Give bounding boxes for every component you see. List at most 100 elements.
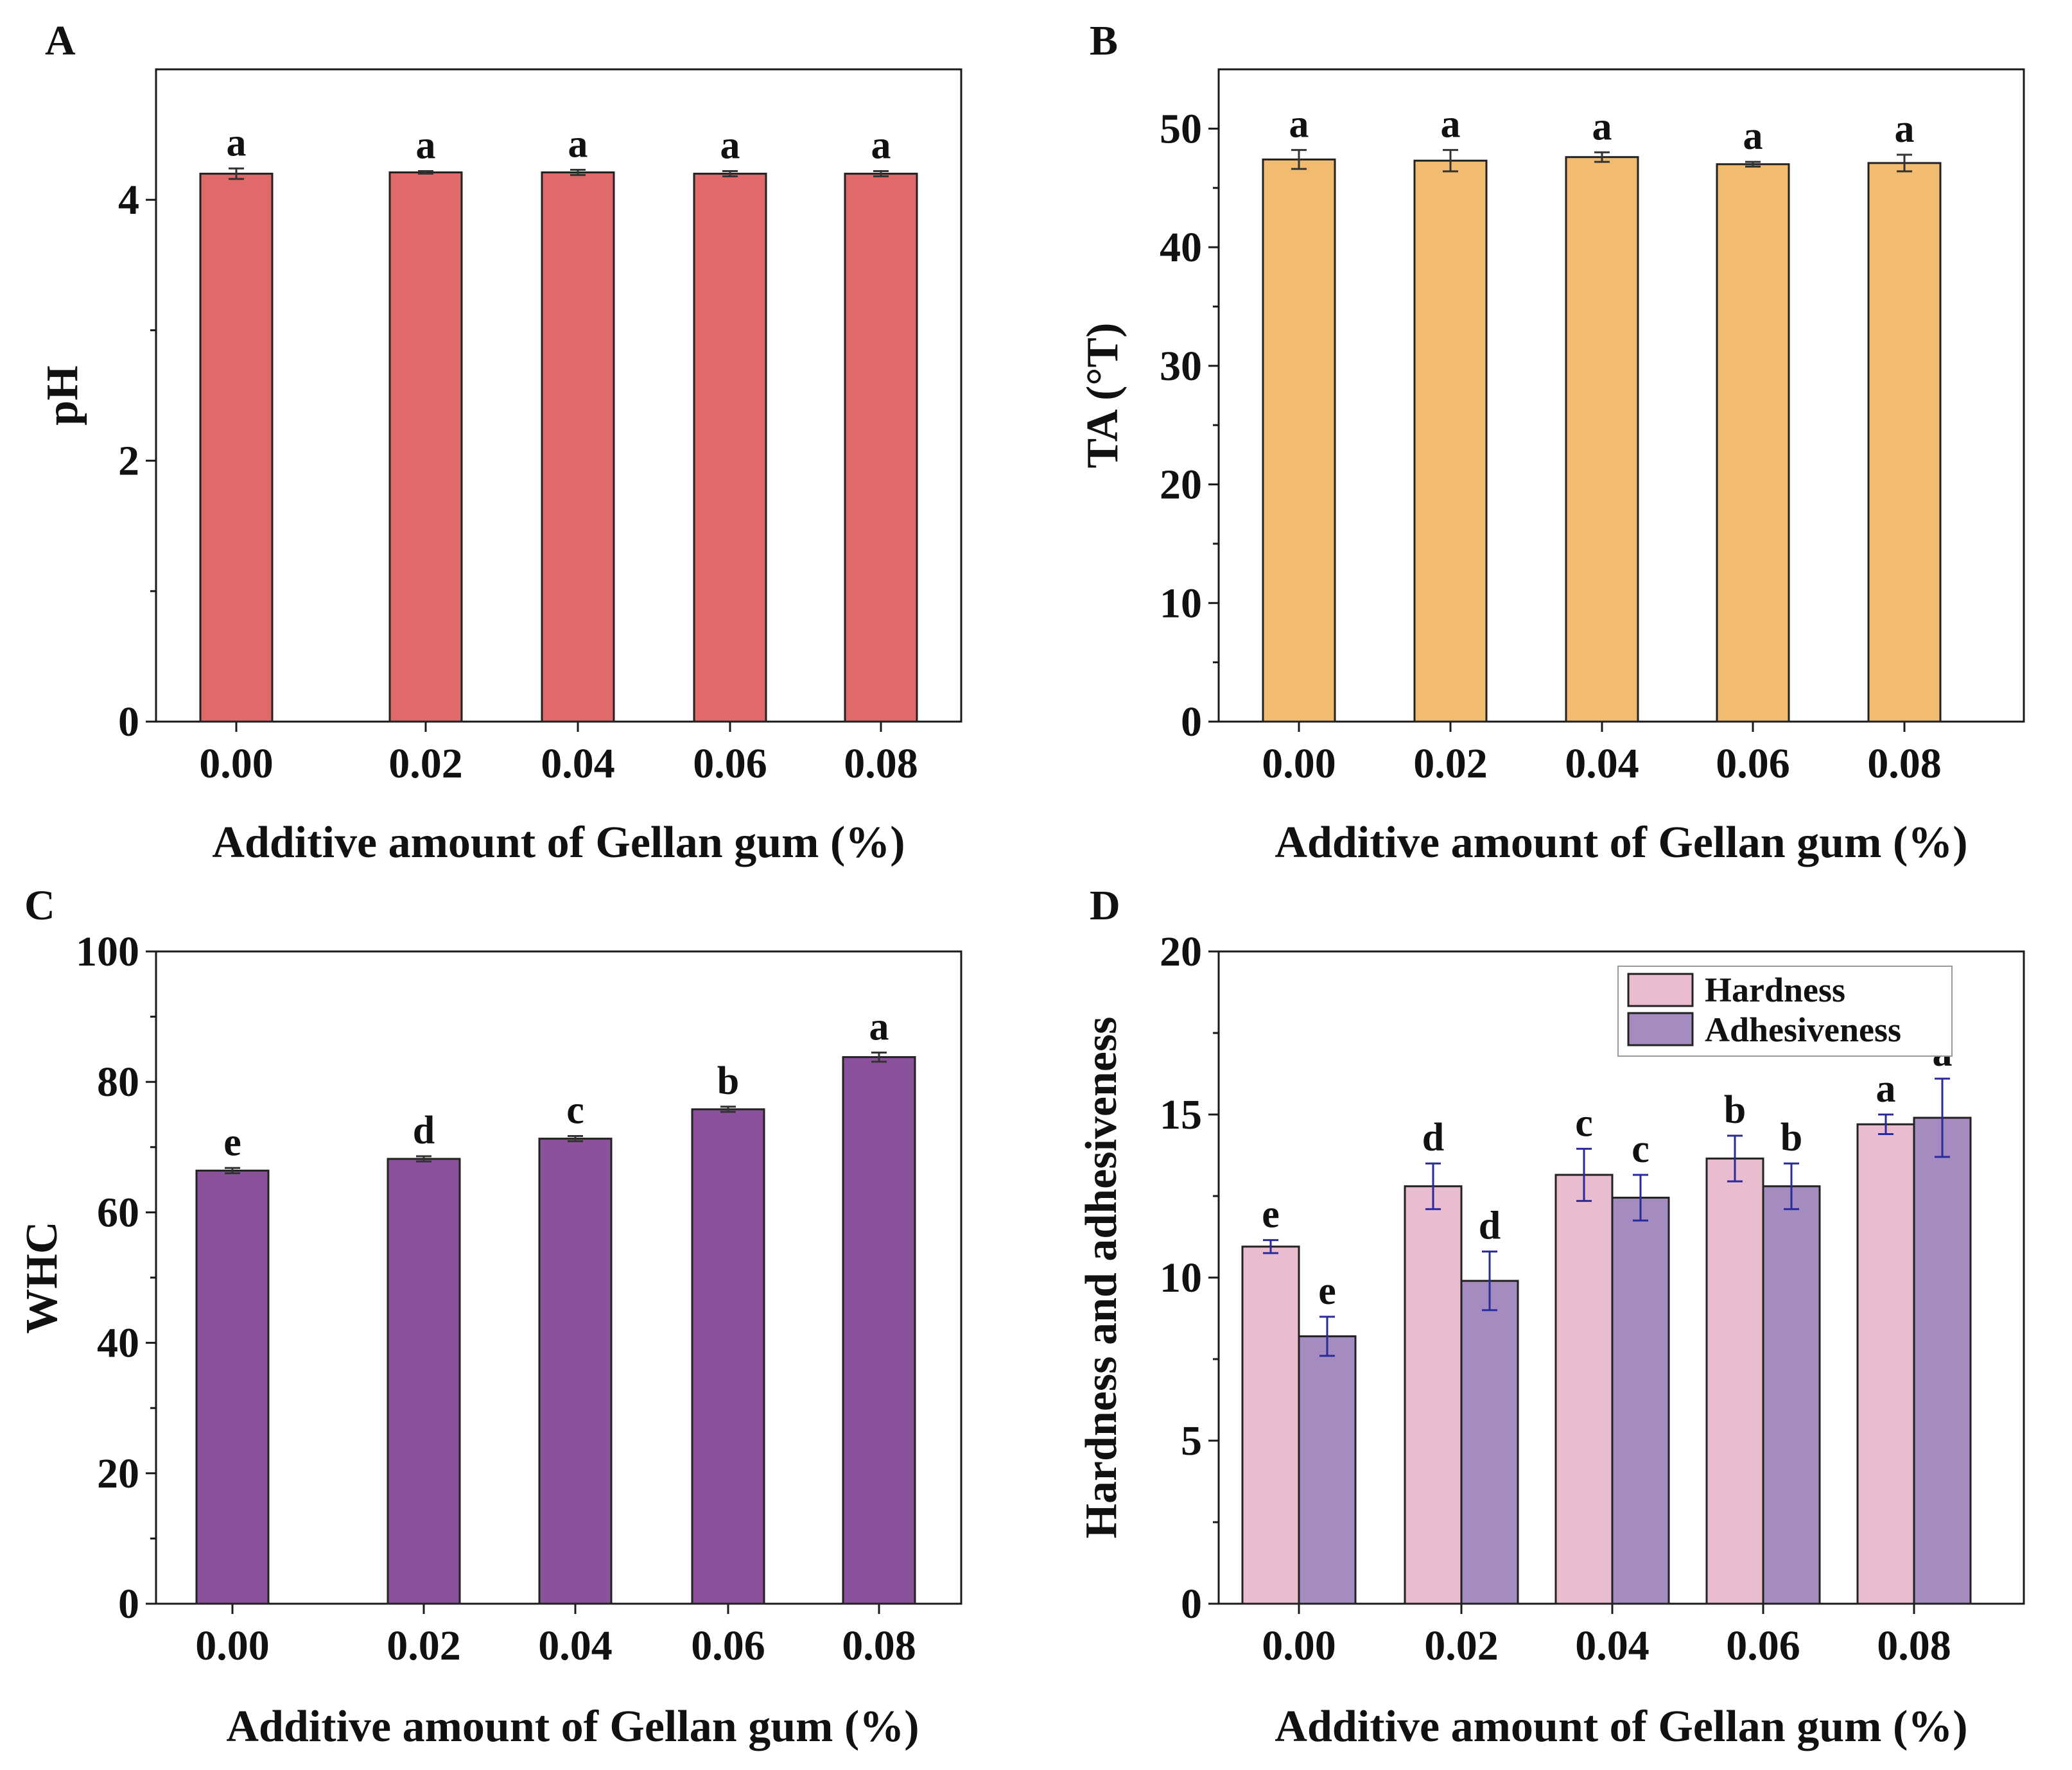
legend-label-hardness: Hardness bbox=[1705, 971, 1845, 1009]
panel-label-c: C bbox=[24, 882, 55, 929]
legend-swatch-adhesiveness bbox=[1627, 1012, 1694, 1046]
significance-label-c: a bbox=[869, 1005, 889, 1048]
y-tick-label-c: 100 bbox=[76, 928, 139, 975]
x-axis-title-d: Additive amount of Gellan gum (%) bbox=[1275, 1702, 1967, 1751]
significance-label-b: a bbox=[1441, 103, 1461, 146]
x-tick-label-c: 0.08 bbox=[842, 1622, 916, 1669]
bar-c-whc bbox=[387, 1158, 461, 1605]
bar-c-whc bbox=[691, 1108, 765, 1605]
x-tick-label-c: 0.00 bbox=[195, 1622, 270, 1669]
bar-d-hardness bbox=[1241, 1245, 1300, 1605]
y-axis-title-c: WHC bbox=[17, 1222, 67, 1334]
y-tick-label-b: 50 bbox=[1160, 105, 1202, 152]
bar-a-ph bbox=[541, 171, 615, 723]
significance-label-b: a bbox=[1289, 103, 1309, 146]
significance-label-a: a bbox=[416, 123, 436, 167]
x-tick-label-a: 0.06 bbox=[693, 740, 767, 787]
significance-label-d: c bbox=[1575, 1101, 1593, 1145]
panel-c: C WHC Additive amount of Gellan gum (%) … bbox=[17, 882, 962, 1751]
x-axis-title-b: Additive amount of Gellan gum (%) bbox=[1275, 818, 1967, 867]
x-tick-label-d: 0.02 bbox=[1424, 1622, 1499, 1669]
bar-c-whc bbox=[842, 1056, 916, 1605]
bar-b-ta bbox=[1867, 162, 1942, 723]
bar-d-adhesiveness bbox=[1611, 1197, 1670, 1605]
y-tick-label-a: 0 bbox=[118, 698, 139, 745]
bar-c-whc bbox=[195, 1169, 270, 1605]
bar-a-ph bbox=[388, 171, 463, 723]
bar-d-adhesiveness bbox=[1298, 1335, 1357, 1605]
panel-d: D Hardness and adhesiveness Additive amo… bbox=[1077, 882, 2025, 1751]
y-tick-label-d: 10 bbox=[1160, 1254, 1202, 1301]
plot-area-c: 0 20 40 60 80 100 0.00 0.02 0.04 0.06 0.08 e d c b a bbox=[76, 928, 916, 1669]
x-tick-label-c: 0.06 bbox=[691, 1622, 765, 1669]
y-tick-label-b: 30 bbox=[1160, 343, 1202, 390]
bar-b-ta bbox=[1565, 156, 1639, 723]
bar-d-hardness bbox=[1554, 1174, 1614, 1605]
plot-area-a: 0 2 4 0.00 0.02 0.04 0.06 0.08 a a a a a bbox=[118, 121, 918, 787]
x-tick-label-c: 0.04 bbox=[538, 1622, 613, 1669]
significance-label-d: b bbox=[1724, 1088, 1746, 1132]
panel-a: A pH Additive amount of Gellan gum (%) 0… bbox=[38, 17, 962, 867]
y-tick-label-b: 20 bbox=[1160, 462, 1202, 508]
significance-label-d: e bbox=[1262, 1193, 1280, 1236]
significance-label-d: b bbox=[1780, 1116, 1802, 1159]
y-tick-label-a: 2 bbox=[118, 438, 139, 485]
x-tick-label-b: 0.00 bbox=[1262, 740, 1336, 787]
significance-label-a: a bbox=[227, 121, 247, 164]
x-tick-label-d: 0.08 bbox=[1877, 1622, 1951, 1669]
y-tick-label-d: 5 bbox=[1181, 1418, 1202, 1464]
bar-c-whc bbox=[538, 1138, 613, 1605]
y-tick-label-c: 60 bbox=[97, 1189, 139, 1236]
bar-d-adhesiveness bbox=[1460, 1280, 1519, 1605]
panel-label-d: D bbox=[1090, 882, 1120, 929]
x-tick-label-a: 0.00 bbox=[199, 740, 274, 787]
y-tick-label-b: 0 bbox=[1181, 698, 1202, 745]
panel-b: B TA (°T) Additive amount of Gellan gum … bbox=[1078, 17, 2025, 867]
y-tick-label-a: 4 bbox=[118, 177, 139, 223]
significance-label-c: c bbox=[566, 1089, 584, 1132]
plot-area-b: 0 10 20 30 40 50 0.00 0.02 0.04 0.06 0.08 a a a a a bbox=[1160, 103, 1942, 787]
significance-label-d: d bbox=[1422, 1116, 1444, 1159]
legend-swatch-hardness bbox=[1627, 973, 1694, 1007]
significance-label-d: e bbox=[1318, 1269, 1336, 1313]
x-tick-label-b: 0.04 bbox=[1565, 740, 1639, 787]
y-axis-title-b: TA (°T) bbox=[1078, 323, 1127, 469]
bar-d-hardness bbox=[1856, 1123, 1915, 1605]
bar-b-ta bbox=[1262, 158, 1336, 723]
significance-label-d: d bbox=[1479, 1204, 1501, 1247]
x-tick-label-a: 0.08 bbox=[844, 740, 918, 787]
x-tick-label-b: 0.02 bbox=[1413, 740, 1488, 787]
x-tick-label-b: 0.06 bbox=[1716, 740, 1790, 787]
bar-d-hardness bbox=[1404, 1185, 1463, 1605]
bar-b-ta bbox=[1413, 159, 1488, 723]
x-tick-label-a: 0.02 bbox=[388, 740, 463, 787]
legend: Hardness Adhesiveness bbox=[1617, 966, 1953, 1057]
significance-label-a: a bbox=[871, 123, 891, 167]
x-tick-label-d: 0.06 bbox=[1726, 1622, 1800, 1669]
significance-label-b: a bbox=[1592, 105, 1612, 148]
significance-label-a: a bbox=[568, 122, 588, 166]
significance-label-c: d bbox=[413, 1109, 435, 1152]
x-tick-label-a: 0.04 bbox=[541, 740, 615, 787]
panel-label-a: A bbox=[45, 17, 76, 64]
legend-label-adhesiveness: Adhesiveness bbox=[1705, 1011, 1901, 1049]
bar-b-ta bbox=[1716, 163, 1790, 723]
bar-d-adhesiveness bbox=[1913, 1116, 1972, 1605]
significance-label-d: c bbox=[1632, 1127, 1650, 1171]
y-tick-label-b: 40 bbox=[1160, 224, 1202, 271]
y-tick-label-d: 15 bbox=[1160, 1091, 1202, 1138]
y-axis-title-d: Hardness and adhesiveness bbox=[1077, 1017, 1126, 1539]
panel-label-b: B bbox=[1090, 17, 1118, 64]
y-axis-title-a: pH bbox=[38, 365, 87, 425]
y-tick-label-c: 0 bbox=[118, 1581, 139, 1627]
significance-label-c: e bbox=[223, 1120, 241, 1164]
significance-label-a: a bbox=[720, 123, 740, 167]
x-axis-title-c: Additive amount of Gellan gum (%) bbox=[226, 1702, 919, 1751]
significance-label-d: a bbox=[1876, 1067, 1896, 1111]
x-tick-label-d: 0.00 bbox=[1262, 1622, 1336, 1669]
bar-a-ph bbox=[693, 173, 767, 723]
bar-d-hardness bbox=[1705, 1158, 1764, 1605]
y-tick-label-c: 80 bbox=[97, 1059, 139, 1106]
x-axis-title-a: Additive amount of Gellan gum (%) bbox=[212, 818, 905, 867]
